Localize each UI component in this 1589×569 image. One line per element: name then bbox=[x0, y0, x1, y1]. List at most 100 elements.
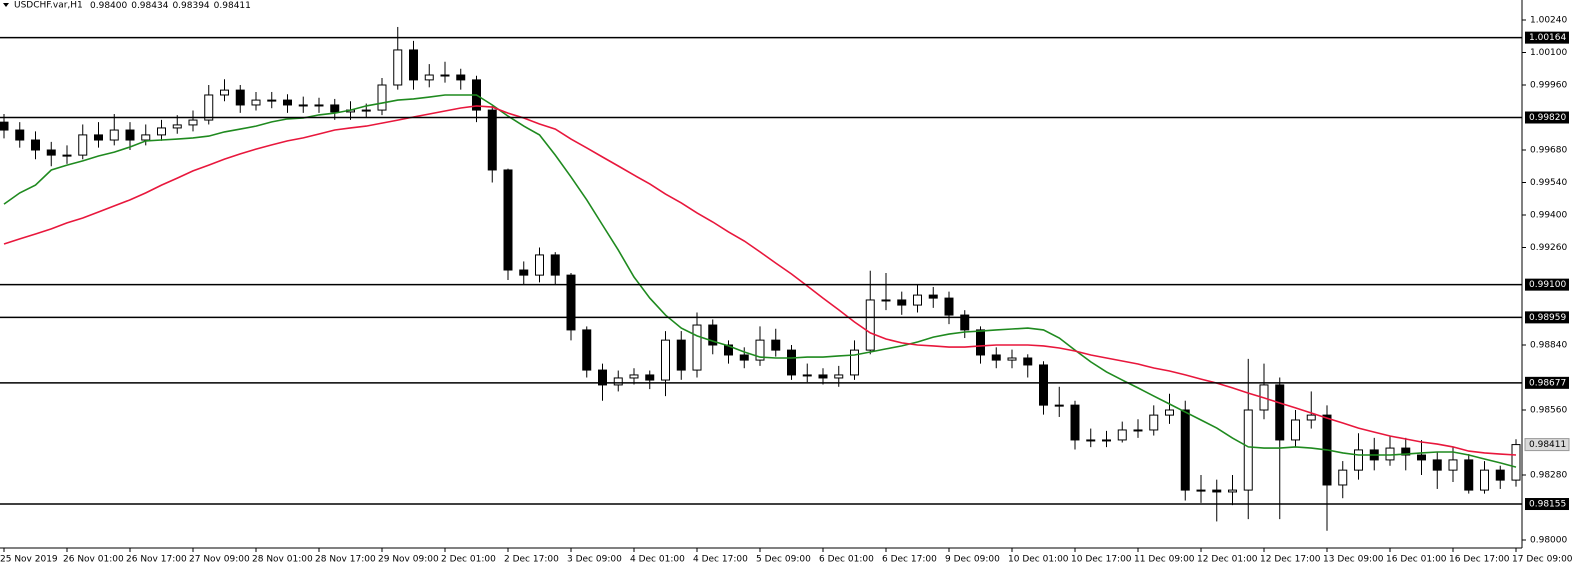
last-bar-value: 0.98400 bbox=[90, 1, 127, 11]
x-tick-label: 16 Dec 01:00 bbox=[1386, 555, 1447, 565]
candle-body bbox=[283, 99, 292, 106]
symbol: USDCHF.var,H1 bbox=[14, 1, 83, 11]
x-tick-label: 4 Dec 17:00 bbox=[693, 555, 748, 565]
candle-body bbox=[424, 74, 434, 81]
candle-body bbox=[298, 104, 308, 107]
x-tick-label: 25 Nov 2019 bbox=[0, 555, 58, 565]
candle-body bbox=[62, 154, 72, 157]
candle-body bbox=[456, 74, 466, 81]
level-label: 1.00164 bbox=[1529, 33, 1566, 43]
x-tick-label: 10 Dec 01:00 bbox=[1008, 555, 1069, 565]
candle-body bbox=[1511, 444, 1521, 481]
candle-body bbox=[15, 129, 25, 141]
candle-body bbox=[141, 134, 151, 141]
level-label-bg bbox=[1525, 31, 1569, 44]
level-label-bg bbox=[1525, 311, 1569, 324]
candle-body bbox=[818, 374, 828, 379]
candle-body bbox=[235, 89, 245, 106]
candle-body bbox=[1306, 414, 1316, 421]
candle-body bbox=[1464, 459, 1474, 491]
candle-body bbox=[31, 139, 40, 151]
candle-body bbox=[550, 254, 560, 276]
candle-body bbox=[928, 294, 938, 299]
candle-body bbox=[1196, 489, 1206, 492]
y-tick-label: 1.00100 bbox=[1530, 48, 1567, 58]
candle-body bbox=[46, 149, 56, 156]
level-label-bg bbox=[1525, 111, 1569, 124]
level-label: 0.99820 bbox=[1529, 113, 1566, 123]
candle-body bbox=[125, 129, 135, 141]
candle-body bbox=[361, 109, 371, 112]
candle-body bbox=[1007, 357, 1017, 361]
candle-body bbox=[330, 104, 340, 113]
x-tick-label: 26 Nov 01:00 bbox=[63, 555, 124, 565]
candle-body bbox=[960, 314, 970, 331]
x-tick-label: 6 Dec 17:00 bbox=[882, 555, 937, 565]
y-tick-label: 0.98280 bbox=[1530, 471, 1567, 481]
x-tick-label: 10 Dec 17:00 bbox=[1071, 555, 1132, 565]
candle-body bbox=[1354, 449, 1363, 471]
candle-body bbox=[865, 299, 875, 351]
candle-body bbox=[409, 49, 418, 81]
candle-body bbox=[661, 339, 670, 381]
x-tick-label: 12 Dec 17:00 bbox=[1260, 555, 1321, 565]
x-tick-label: 28 Nov 01:00 bbox=[252, 555, 313, 565]
candle-body bbox=[834, 374, 844, 379]
moving-average bbox=[3, 94, 1517, 468]
y-tick-label: 0.99400 bbox=[1530, 211, 1567, 221]
candle-body bbox=[1023, 357, 1033, 366]
y-tick-label: 0.98000 bbox=[1530, 536, 1567, 546]
candle-body bbox=[802, 374, 812, 377]
candle-body bbox=[157, 127, 166, 136]
candle-body bbox=[1102, 439, 1111, 442]
candle-body bbox=[1385, 447, 1395, 461]
candle-body bbox=[991, 354, 1001, 361]
candle-body bbox=[1133, 429, 1143, 432]
level-label-bg bbox=[1525, 376, 1569, 389]
last-bar: 0.98400 0.98434 0.98394 0.98411 bbox=[90, 1, 251, 11]
candle-body bbox=[109, 129, 119, 141]
x-tick-label: 9 Dec 09:00 bbox=[945, 555, 1000, 565]
candle-body bbox=[692, 324, 702, 371]
level-label: 0.98155 bbox=[1529, 500, 1566, 510]
candle-body bbox=[1149, 414, 1159, 431]
moving-average bbox=[3, 105, 1517, 456]
x-tick-label: 16 Dec 17:00 bbox=[1449, 555, 1510, 565]
candle-body bbox=[1401, 447, 1411, 456]
level-label-bg bbox=[1525, 278, 1569, 291]
candle-body bbox=[1212, 489, 1222, 493]
candle-body bbox=[519, 269, 529, 276]
x-tick-label: 17 Dec 09:00 bbox=[1512, 555, 1573, 565]
level-label: 0.98959 bbox=[1529, 313, 1566, 323]
menu-arrow[interactable] bbox=[3, 3, 9, 7]
candle-body bbox=[1291, 419, 1300, 441]
candle-body bbox=[1338, 469, 1348, 486]
y-tick-label: 0.98840 bbox=[1530, 341, 1567, 351]
candle-body bbox=[377, 84, 387, 111]
candle-body bbox=[1054, 404, 1064, 407]
price-label-bg bbox=[1524, 438, 1570, 452]
candle-body bbox=[78, 134, 88, 156]
candle-body bbox=[487, 109, 497, 171]
candle-body bbox=[787, 349, 796, 376]
candle-body bbox=[976, 329, 985, 356]
candle-body bbox=[913, 294, 922, 306]
candle-body bbox=[1448, 459, 1458, 471]
x-tick-label: 28 Nov 17:00 bbox=[315, 555, 376, 565]
candle-body bbox=[188, 119, 198, 126]
candle-body bbox=[314, 104, 324, 107]
candle-body bbox=[582, 329, 592, 371]
candle-body bbox=[1180, 409, 1190, 491]
x-tick-label: 12 Dec 01:00 bbox=[1197, 555, 1258, 565]
x-tick-label: 4 Dec 01:00 bbox=[630, 555, 685, 565]
y-tick-label: 0.99680 bbox=[1530, 146, 1567, 156]
last-bar-value: 0.98434 bbox=[131, 1, 168, 11]
price-label: 0.98411 bbox=[1529, 440, 1566, 450]
x-tick-label: 11 Dec 09:00 bbox=[1134, 555, 1195, 565]
candle-body bbox=[1070, 404, 1080, 441]
candle-body bbox=[613, 377, 623, 386]
candle-body bbox=[645, 374, 655, 381]
level-label-bg bbox=[1525, 498, 1569, 511]
candle-body bbox=[503, 169, 513, 271]
